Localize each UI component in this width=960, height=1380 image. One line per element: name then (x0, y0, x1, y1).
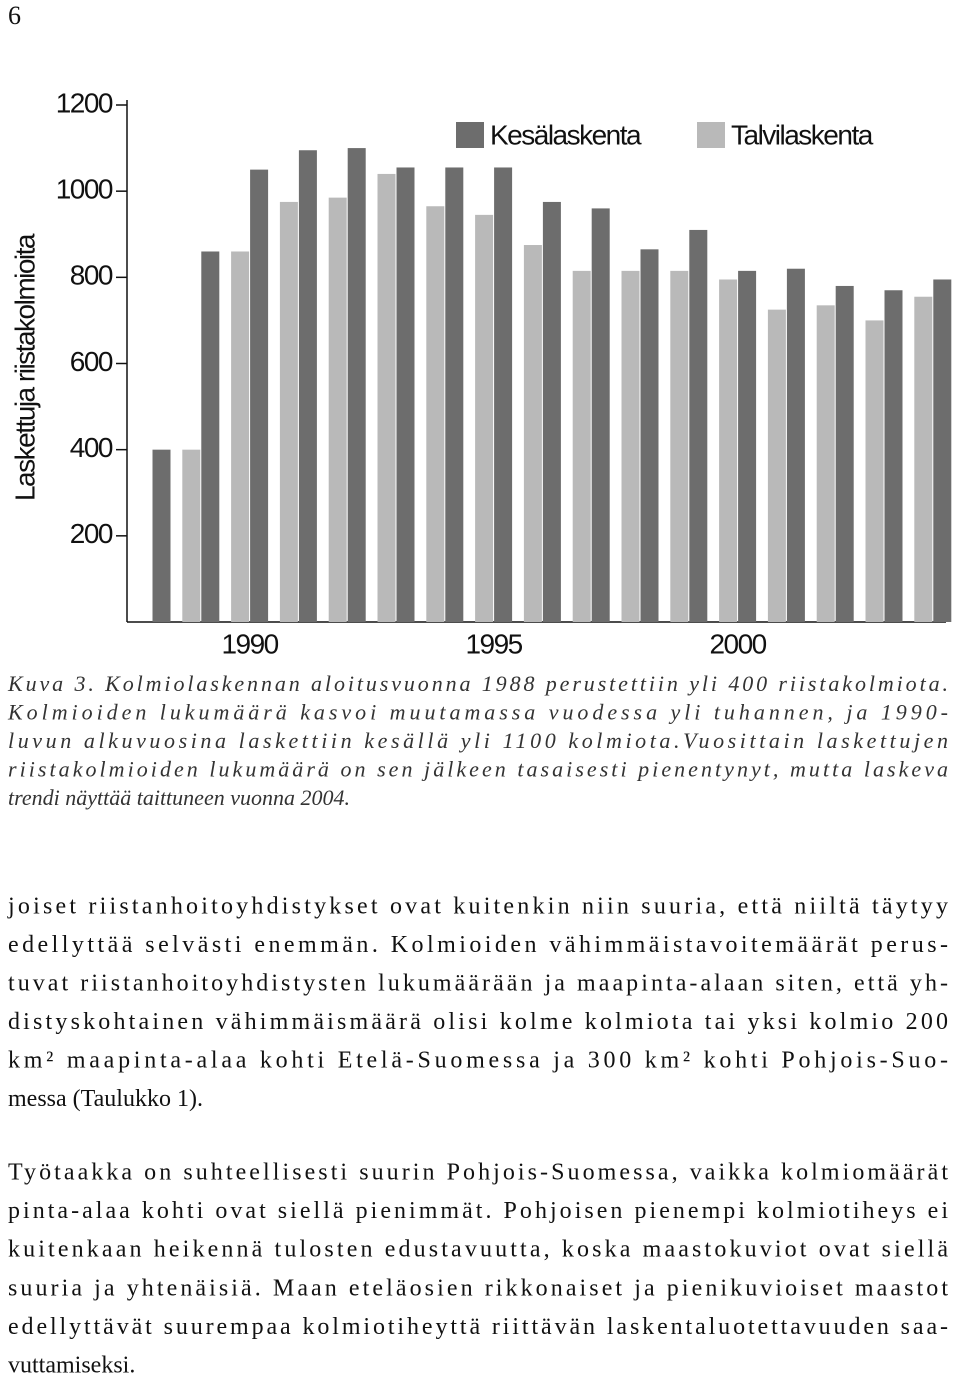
bar (542, 201, 561, 622)
bar (884, 290, 903, 622)
y-tick-label: 1200 (56, 87, 113, 118)
text-line: riistakolmioiden lukumäärä on sen jälkee… (8, 757, 948, 782)
legend-swatch (456, 122, 484, 148)
legend-label: Kesälaskenta (490, 119, 642, 150)
x-tick-label: 1990 (221, 628, 278, 659)
text-line: pinta-alaa kohti ovat siellä pienimmät. … (8, 1198, 948, 1224)
y-axis-label: Laskettuja riistakolmioita (9, 233, 40, 501)
text-line: kuitenkaan heikennä tulosten edustavuutt… (8, 1237, 948, 1263)
text-line: edellyttää selvästi enemmän. Kolmioiden … (8, 932, 948, 958)
text-line: suuria ja yhtenäisiä. Maan eteläosien ri… (8, 1275, 948, 1301)
bar (377, 173, 396, 622)
text-line: km² maapinta-alaa kohti Etelä-Suomessa j… (8, 1048, 948, 1074)
bar (328, 197, 347, 623)
x-tick-label: 1995 (465, 628, 522, 659)
text-line: tuvat riistanhoitoyhdistysten lukumäärää… (8, 971, 948, 997)
text-line: joiset riistanhoitoyhdistykset ovat kuit… (7, 894, 948, 920)
text-line: Kuva 3. Kolmiolaskennan aloitusvuonna 19… (7, 671, 948, 696)
text-line: edellyttävät suurempaa kolmiotiheyttä ri… (8, 1314, 948, 1340)
bar (494, 167, 513, 623)
bar (640, 249, 659, 622)
bar (738, 270, 757, 622)
bar (621, 270, 640, 622)
text-line: distyskohtainen vähimmäismäärä olisi kol… (8, 1009, 948, 1035)
bar (396, 167, 415, 623)
x-tick-label: 2000 (709, 628, 766, 659)
bar (201, 251, 220, 622)
bar (865, 320, 884, 622)
bar (250, 169, 269, 622)
text-line: messa (Taulukko 1). (8, 1086, 203, 1112)
y-tick-label: 800 (70, 260, 113, 291)
legend-label: Talvilaskenta (731, 119, 874, 150)
bar (523, 245, 542, 623)
bar (591, 208, 610, 622)
bar (445, 167, 464, 623)
bar (786, 268, 805, 622)
bar (835, 285, 854, 622)
y-tick-label: 400 (70, 432, 113, 463)
bar (475, 214, 494, 623)
text-line: vuttamiseksi. (8, 1353, 135, 1379)
legend-swatch (697, 122, 725, 148)
bar (182, 449, 201, 622)
bar (231, 251, 250, 622)
text-line: luvun alkuvuosina laskettiin kesällä yli… (8, 728, 948, 753)
bar (670, 270, 689, 622)
y-tick-label: 600 (70, 346, 113, 377)
bar (426, 206, 445, 622)
bar (767, 309, 786, 622)
bar (152, 449, 171, 622)
page-number: 6 (8, 1, 21, 30)
bar (689, 229, 708, 623)
bar (914, 296, 933, 622)
text-line: Kolmioiden lukumäärä kasvoi muutamassa v… (7, 700, 948, 725)
bar (572, 270, 591, 622)
bar (347, 148, 366, 623)
text-line: trendi näyttää taittuneen vuonna 2004. (8, 785, 350, 810)
bar (719, 279, 738, 622)
y-tick-label: 200 (70, 518, 113, 549)
text-line: Työtaakka on suhteellisesti suurin Pohjo… (8, 1160, 948, 1186)
bar (816, 305, 835, 622)
bar (279, 201, 298, 622)
bar (298, 150, 317, 623)
bar (933, 279, 952, 622)
y-tick-label: 1000 (56, 174, 113, 205)
